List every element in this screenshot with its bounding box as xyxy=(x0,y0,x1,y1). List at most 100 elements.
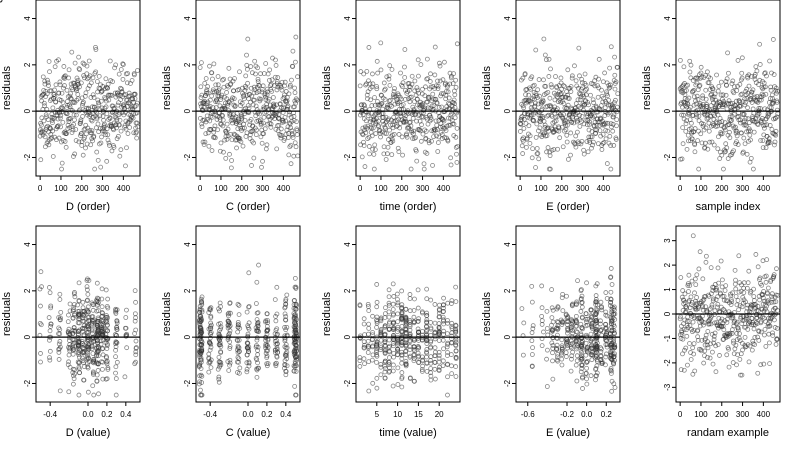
data-point xyxy=(76,316,81,322)
data-point xyxy=(715,301,721,307)
data-point xyxy=(710,97,716,102)
data-point xyxy=(526,123,532,129)
data-point xyxy=(226,310,232,316)
y-axis-label: residuals xyxy=(161,291,173,336)
data-point xyxy=(437,60,442,66)
y-axis-label: residuals xyxy=(481,291,493,336)
data-point xyxy=(603,136,609,142)
data-point xyxy=(211,126,217,132)
data-point xyxy=(611,353,617,359)
data-point xyxy=(253,301,259,306)
data-point xyxy=(386,300,392,306)
data-point xyxy=(293,59,298,65)
data-point xyxy=(225,322,231,328)
x-tick-label: 400 xyxy=(757,184,771,193)
data-point xyxy=(538,119,543,125)
data-point xyxy=(117,117,123,123)
data-point xyxy=(99,310,105,315)
data-point xyxy=(765,298,771,304)
data-point xyxy=(703,259,709,265)
data-point xyxy=(382,323,388,329)
data-point xyxy=(294,132,300,137)
data-point xyxy=(709,139,715,145)
data-point xyxy=(209,148,215,153)
data-point xyxy=(76,349,82,355)
data-point xyxy=(369,125,375,131)
data-point xyxy=(578,331,584,337)
data-point xyxy=(754,121,760,127)
data-point xyxy=(554,346,560,352)
data-point xyxy=(687,69,693,75)
data-point xyxy=(216,306,222,312)
data-point xyxy=(436,338,442,343)
data-point xyxy=(215,74,221,79)
data-point xyxy=(449,324,455,330)
data-point xyxy=(69,130,75,136)
data-point xyxy=(81,323,87,329)
plot-frame xyxy=(515,225,621,403)
data-point xyxy=(76,54,82,60)
data-point xyxy=(436,321,442,326)
data-point xyxy=(705,345,711,351)
x-tick-label: 300 xyxy=(736,184,750,193)
data-point xyxy=(702,112,708,118)
data-point xyxy=(609,388,615,394)
data-point xyxy=(611,304,617,310)
data-point xyxy=(699,140,705,146)
x-axis-label: D (order) xyxy=(66,201,110,213)
data-point xyxy=(424,56,430,62)
data-point xyxy=(436,353,442,358)
data-point xyxy=(227,301,233,306)
data-point xyxy=(433,118,439,124)
data-point xyxy=(767,361,772,367)
data-point xyxy=(282,304,288,310)
data-point xyxy=(227,346,233,351)
data-point xyxy=(436,368,442,373)
data-point xyxy=(694,114,700,120)
data-point xyxy=(381,144,387,150)
data-point xyxy=(216,354,222,360)
data-point xyxy=(115,92,121,98)
data-point xyxy=(694,93,700,99)
data-point xyxy=(374,348,379,353)
data-point xyxy=(91,392,97,398)
data-point xyxy=(692,368,698,374)
data-point xyxy=(242,125,247,131)
data-point xyxy=(415,305,421,311)
data-point xyxy=(763,279,769,285)
data-point xyxy=(94,149,100,155)
data-point xyxy=(362,332,367,338)
data-point xyxy=(428,345,433,351)
data-point xyxy=(451,121,457,127)
data-point xyxy=(767,323,773,329)
data-point xyxy=(709,302,715,308)
data-point xyxy=(283,89,289,94)
data-point xyxy=(41,100,47,106)
data-point xyxy=(75,309,81,314)
data-point xyxy=(60,100,66,106)
data-point xyxy=(57,339,63,344)
data-point xyxy=(604,161,610,166)
data-point xyxy=(399,384,405,390)
data-point xyxy=(255,76,261,82)
data-point xyxy=(585,316,591,322)
data-point xyxy=(407,308,413,314)
data-point xyxy=(99,296,105,302)
data-point xyxy=(365,113,371,118)
data-point xyxy=(421,166,427,172)
data-point xyxy=(400,102,406,107)
data-point xyxy=(65,319,71,325)
data-point xyxy=(217,148,223,154)
data-point xyxy=(79,131,84,136)
data-point xyxy=(213,105,219,111)
data-point xyxy=(81,360,86,366)
data-point xyxy=(235,126,241,132)
data-point xyxy=(95,121,101,127)
data-point xyxy=(56,357,62,362)
data-point xyxy=(248,117,254,122)
data-point xyxy=(283,317,289,323)
y-tick-label: -2 xyxy=(23,153,32,161)
data-point xyxy=(773,128,779,134)
data-point xyxy=(436,105,442,110)
data-point xyxy=(744,315,749,321)
